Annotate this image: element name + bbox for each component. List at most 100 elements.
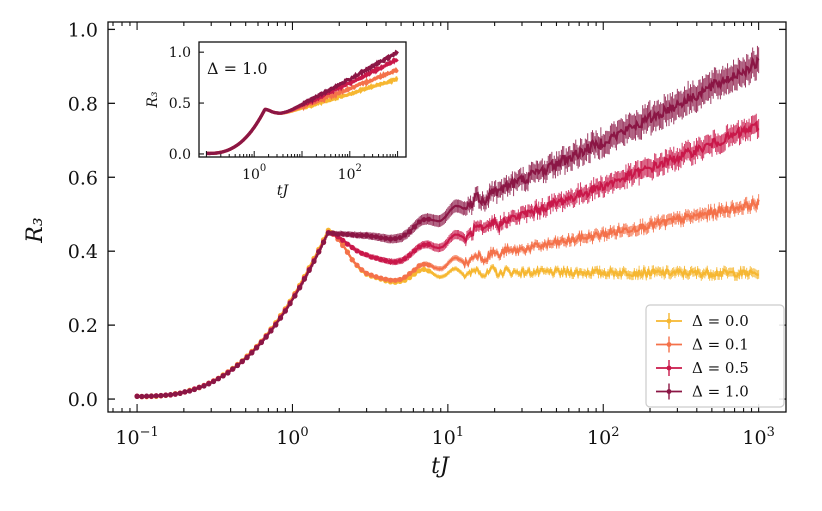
- data-point: [244, 355, 250, 361]
- data-point: [273, 322, 279, 328]
- inset-x-tick-label: 100: [242, 163, 266, 183]
- data-point: [402, 232, 408, 238]
- x-tick-label: 103: [742, 425, 774, 449]
- data-point: [383, 235, 389, 241]
- data-point: [354, 248, 360, 254]
- data-point: [426, 241, 432, 248]
- data-point: [421, 266, 427, 272]
- legend-label: Δ = 0.1: [692, 336, 749, 354]
- data-point: [354, 262, 360, 268]
- inset-series-line: [206, 49, 399, 156]
- data-point: [134, 393, 140, 399]
- data-point: [411, 224, 417, 230]
- legend-swatch-marker: [666, 342, 672, 347]
- data-point: [163, 392, 169, 398]
- data-point: [210, 378, 217, 385]
- legend-swatch-marker: [666, 389, 672, 394]
- data-point: [277, 315, 284, 321]
- y-tick-label: 0.4: [68, 241, 98, 263]
- x-tick-label: 101: [432, 425, 464, 449]
- data-point: [320, 239, 327, 245]
- data-point: [363, 270, 370, 276]
- inset-y-tick-label: 0.0: [169, 147, 191, 163]
- data-point: [139, 393, 145, 400]
- data-point: [340, 242, 346, 249]
- data-point: [416, 268, 422, 274]
- data-point: [349, 244, 355, 251]
- y-tick-label: 1.0: [68, 19, 98, 41]
- data-point: [416, 244, 422, 250]
- data-point: [368, 272, 374, 278]
- data-point: [182, 389, 188, 395]
- y-tick-label: 0.8: [68, 93, 98, 115]
- data-point: [359, 232, 365, 239]
- legend-label: Δ = 1.0: [692, 383, 749, 401]
- data-point: [359, 250, 365, 256]
- data-point: [325, 230, 331, 236]
- data-point: [363, 252, 370, 258]
- data-point: [387, 259, 394, 265]
- data-point: [344, 231, 351, 237]
- y-axis-label: R₃: [23, 217, 48, 243]
- data-point: [144, 393, 150, 399]
- data-point: [397, 234, 403, 241]
- data-point: [359, 267, 365, 273]
- inset-y-axis-label: R₃: [145, 91, 161, 109]
- data-point: [373, 274, 379, 280]
- data-point: [407, 270, 413, 277]
- data-point: [206, 381, 212, 387]
- data-point: [373, 234, 379, 240]
- legend-box: [645, 304, 785, 408]
- legend: Δ = 0.0 Δ = 0.1 Δ = 0.5 Δ = 1.0: [645, 304, 785, 408]
- data-point: [411, 267, 417, 273]
- data-point: [349, 232, 355, 238]
- legend-swatch-marker: [666, 318, 672, 324]
- inset-x-axis-label: tJ: [277, 183, 290, 199]
- inset-x-tick-label: 102: [338, 163, 362, 183]
- data-point: [368, 233, 374, 239]
- x-tick-label: 100: [276, 425, 308, 449]
- main-plot-area: [134, 45, 760, 400]
- inset-plot: 0.0 0.5 1.0 100 102 Δ = 1.0 tJ R₃: [145, 41, 407, 199]
- data-point: [387, 277, 394, 283]
- data-point: [421, 242, 427, 248]
- legend-label: Δ = 0.0: [692, 312, 749, 330]
- legend-swatch-marker: [666, 365, 672, 371]
- data-point: [407, 229, 413, 235]
- data-point: [330, 230, 336, 236]
- inset-y-tick-label: 0.5: [169, 96, 191, 112]
- data-point: [411, 248, 417, 254]
- inset-y-tick-label: 1.0: [169, 45, 191, 61]
- data-point: [316, 249, 322, 255]
- data-point: [416, 263, 422, 269]
- data-point: [335, 231, 341, 237]
- data-point: [230, 366, 236, 372]
- data-point: [383, 276, 389, 282]
- data-point: [225, 370, 231, 376]
- x-axis-label: tJ: [431, 454, 450, 479]
- main-axis-ticks: 0.0 0.2 0.4 0.6 0.8 1.0 10−1 100 101 102 103: [68, 19, 787, 449]
- y-tick-label: 0.6: [68, 167, 98, 189]
- inset-annotation: Δ = 1.0: [207, 59, 268, 78]
- data-point: [215, 376, 221, 382]
- data-point: [196, 384, 202, 390]
- data-point: [426, 268, 432, 274]
- data-point: [172, 391, 178, 397]
- inset-series-3: [206, 49, 399, 156]
- data-point: [421, 217, 427, 223]
- data-point: [397, 276, 403, 283]
- inset-background: [199, 42, 406, 157]
- data-point: [397, 258, 403, 264]
- data-point: [383, 257, 389, 264]
- data-point: [187, 388, 193, 394]
- inset-frame: [198, 41, 407, 158]
- data-point: [258, 339, 264, 346]
- data-point: [263, 334, 269, 340]
- data-point: [392, 277, 398, 283]
- data-point: [426, 216, 432, 222]
- data-point: [354, 232, 360, 238]
- data-point: [368, 254, 374, 260]
- data-point: [282, 308, 288, 314]
- data-point: [153, 393, 159, 399]
- data-point: [363, 232, 370, 238]
